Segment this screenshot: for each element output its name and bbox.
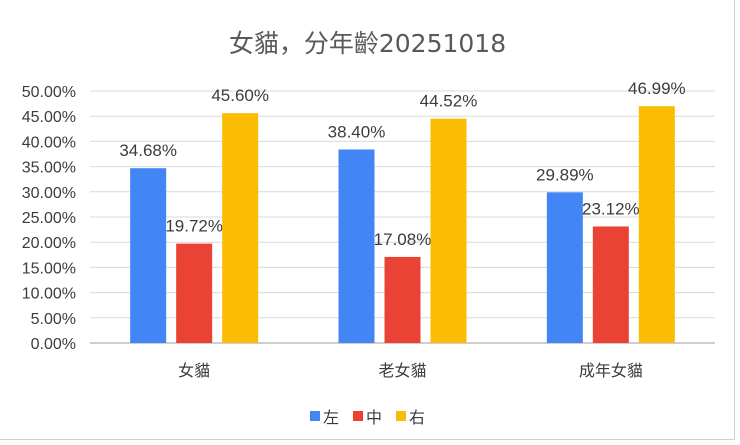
- y-tick-label: 10.00%: [22, 286, 76, 303]
- data-label: 46.99%: [628, 79, 686, 98]
- data-label: 44.52%: [420, 92, 478, 111]
- chart-title: 女貓，分年齡20251018: [228, 29, 507, 58]
- data-label: 19.72%: [165, 217, 223, 236]
- data-label: 45.60%: [211, 86, 269, 105]
- bar: [176, 243, 213, 343]
- legend-label: 中: [365, 408, 382, 427]
- y-tick-label: 15.00%: [22, 260, 76, 277]
- legend-item: 左: [309, 404, 339, 428]
- y-tick-label: 0.00%: [31, 336, 76, 353]
- legend-swatch: [396, 411, 406, 421]
- legend-swatch: [352, 411, 363, 421]
- y-tick-label: 20.00%: [22, 235, 76, 252]
- bar: [222, 113, 259, 344]
- x-category-label: 老女貓: [378, 361, 426, 380]
- data-label: 17.08%: [374, 230, 432, 249]
- legend-label: 左: [322, 408, 339, 427]
- bar: [130, 168, 167, 343]
- x-category-label: 成年女貓: [579, 361, 643, 380]
- y-tick-label: 40.00%: [22, 134, 76, 151]
- legend-swatch: [309, 411, 320, 421]
- legend-label: 右: [409, 408, 426, 427]
- y-tick-label: 5.00%: [31, 311, 76, 328]
- data-label: 38.40%: [328, 122, 386, 141]
- data-label: 34.68%: [119, 141, 177, 160]
- legend-item: 右: [396, 404, 425, 428]
- y-tick-label: 45.00%: [22, 109, 76, 126]
- bar: [546, 192, 583, 343]
- data-label: 23.12%: [582, 199, 640, 218]
- bar: [430, 118, 467, 343]
- legend: 左中右: [0, 404, 735, 428]
- legend-item: 中: [352, 404, 382, 428]
- bar: [384, 256, 421, 343]
- y-tick-label: 30.00%: [22, 185, 76, 202]
- y-tick-label: 25.00%: [22, 210, 76, 227]
- bar: [592, 226, 629, 343]
- bar: [338, 149, 375, 343]
- y-tick-label: 35.00%: [22, 160, 76, 177]
- data-label: 29.89%: [536, 165, 594, 184]
- x-category-label: 女貓: [178, 361, 210, 380]
- y-tick-label: 50.00%: [22, 84, 76, 101]
- bar: [638, 106, 675, 343]
